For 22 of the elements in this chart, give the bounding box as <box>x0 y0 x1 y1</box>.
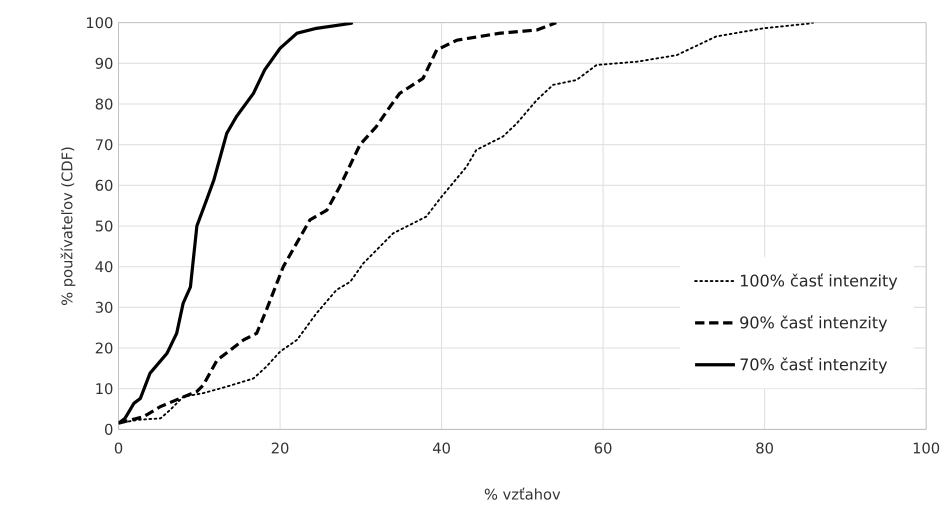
y-tick-label: 60 <box>96 180 112 191</box>
x-tick-label: 60 <box>594 442 612 454</box>
y-tick-label: 0 <box>105 424 112 435</box>
x-tick-label: 20 <box>272 442 288 454</box>
legend-label: 70% časť intenzity <box>740 357 888 374</box>
x-tick-label: 40 <box>432 442 450 454</box>
legend-label: 90% časť intenzity <box>740 315 888 332</box>
y-tick-label: 70 <box>96 139 112 150</box>
y-tick-label: 10 <box>96 383 112 394</box>
y-tick-label: 50 <box>96 220 112 232</box>
y-tick-label: 20 <box>96 342 112 354</box>
y-tick-label: 90 <box>96 58 112 69</box>
x-tick-label: 0 <box>114 442 122 454</box>
y-tick-label: 80 <box>96 98 112 110</box>
y-axis-title: % používateľov (CDF) <box>60 147 76 305</box>
y-tick-label: 40 <box>95 261 112 272</box>
x-tick-label: 100 <box>914 442 940 454</box>
x-tick-label: 80 <box>756 442 773 454</box>
x-axis-title: % vzťahov <box>484 488 560 500</box>
legend-label: 100% časť intenzity <box>740 273 898 290</box>
y-tick-label: 30 <box>96 302 112 313</box>
y-tick-label: 100 <box>87 17 112 28</box>
